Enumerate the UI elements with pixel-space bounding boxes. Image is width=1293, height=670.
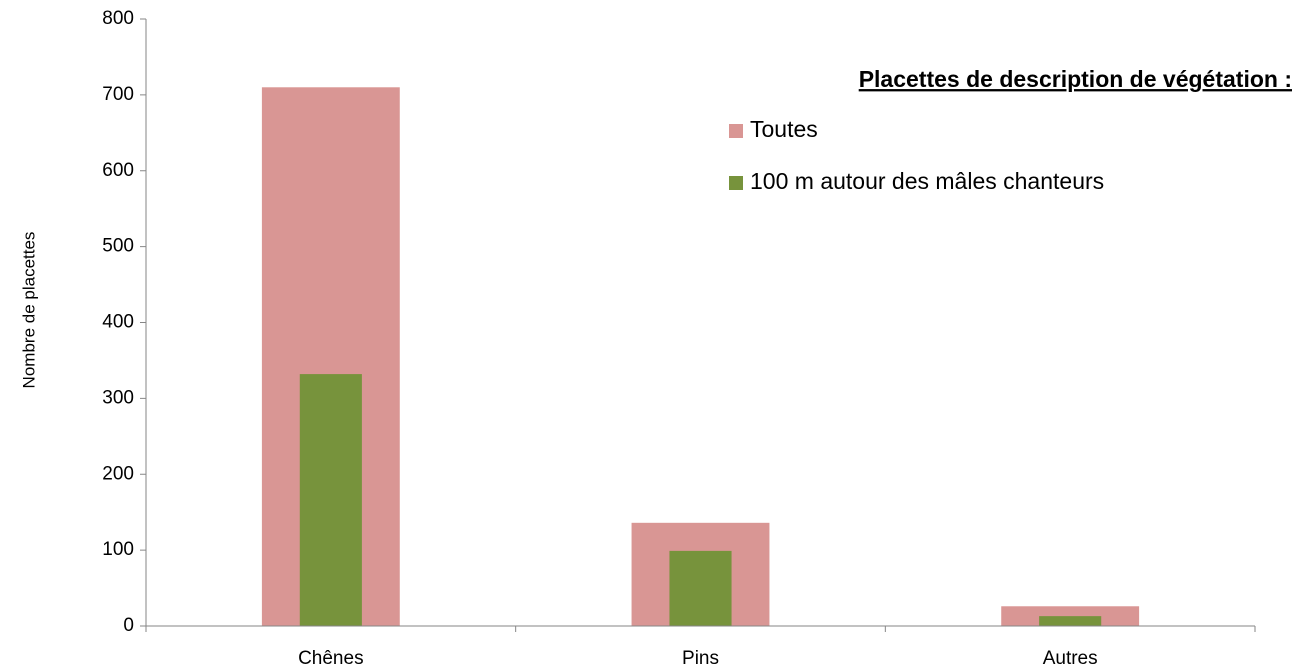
- legend-swatch: [729, 176, 743, 190]
- bar: [1039, 616, 1102, 626]
- y-tick-label: 500: [102, 236, 134, 257]
- legend-title: Placettes de description de végétation :: [859, 66, 1292, 92]
- y-tick-label: 300: [102, 387, 134, 408]
- bar: [669, 550, 732, 626]
- y-tick-label: 100: [102, 539, 134, 560]
- y-tick-label: 600: [102, 160, 134, 181]
- y-tick-label: 200: [102, 463, 134, 484]
- legend-swatch: [729, 124, 743, 138]
- y-tick-label: 400: [102, 312, 134, 333]
- y-axis-label: Nombre de placettes: [19, 232, 38, 389]
- legend-label: 100 m autour des mâles chanteurs: [750, 168, 1104, 194]
- legend-label: Toutes: [750, 116, 818, 142]
- x-tick-label: Chênes: [298, 648, 364, 669]
- y-tick-label: 0: [123, 615, 134, 636]
- y-tick-label: 700: [102, 84, 134, 105]
- x-tick-label: Pins: [682, 648, 719, 669]
- y-tick-label: 800: [102, 8, 134, 29]
- x-tick-label: Autres: [1043, 648, 1098, 669]
- bar: [299, 374, 362, 626]
